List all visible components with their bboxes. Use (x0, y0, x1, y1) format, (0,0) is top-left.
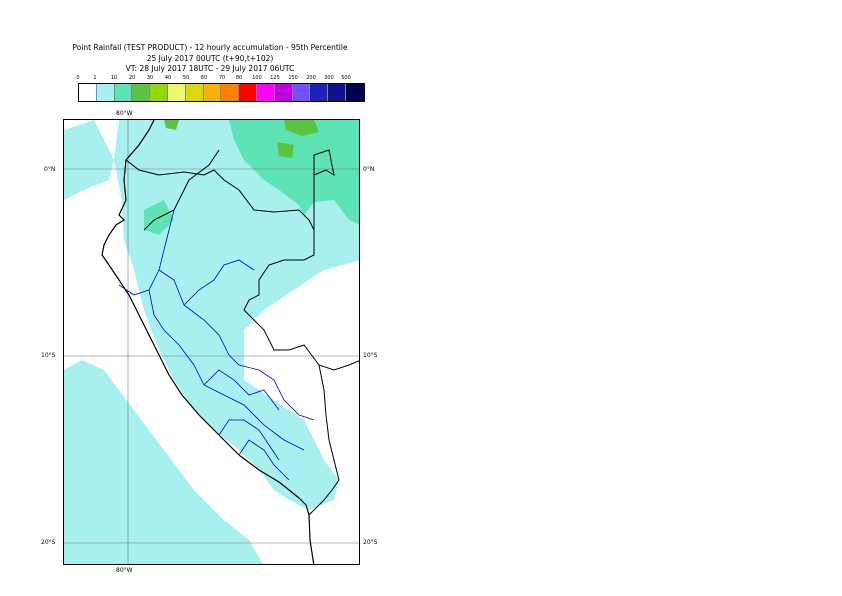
legend-label: 125 (270, 75, 280, 81)
legend-label: 150 (288, 75, 298, 81)
legend-swatch (328, 84, 346, 101)
legend-swatch (185, 84, 204, 101)
legend-swatch (96, 84, 115, 101)
run-time: 25 July 2017 00UTC (t+90,t+102) (146, 54, 274, 63)
legend-swatch (132, 84, 151, 101)
legend-label: 300 (324, 75, 334, 81)
legend-label: 10 (110, 75, 118, 81)
legend-label: 500 (341, 75, 351, 81)
country-border (308, 364, 340, 516)
legend-swatch (221, 84, 240, 101)
region-boundary (238, 439, 290, 481)
lon-label-bottom: 80°W (116, 567, 133, 574)
lat-label-10-right: 10°S (363, 352, 378, 359)
legend-swatch (292, 84, 311, 101)
rain-area-light (114, 120, 359, 510)
lat-label-20-left: 20°S (41, 539, 56, 546)
legend-label: 0 (76, 75, 80, 81)
rain-area-light (64, 120, 114, 200)
legend-label: 40 (164, 75, 172, 81)
legend-swatch (345, 84, 364, 101)
legend-label: 60 (200, 75, 208, 81)
map-title: Point Rainfall (TEST PRODUCT) - 12 hourl… (72, 43, 348, 52)
lat-label-20-right: 20°S (363, 539, 378, 546)
rain-area-mint (229, 120, 359, 225)
legend-label: 20 (128, 75, 136, 81)
legend-swatch (79, 84, 97, 101)
legend-label: 100 (252, 75, 262, 81)
rain-area-green (164, 120, 179, 130)
coastline (101, 120, 315, 564)
legend-swatch (203, 84, 222, 101)
lon-label-top: 80°W (116, 110, 133, 117)
legend-label: 50 (182, 75, 190, 81)
valid-time: VT: 28 July 2017 18UTC - 29 July 2017 06… (125, 64, 295, 73)
region-boundary (183, 259, 255, 306)
legend-label: 80 (235, 75, 243, 81)
legend-swatch (239, 84, 257, 101)
legend-swatch (274, 84, 293, 101)
color-legend (78, 83, 365, 102)
country-border (313, 149, 335, 230)
legend-swatch (150, 84, 168, 101)
rain-area-green (277, 142, 294, 158)
legend-labels: 0 1 10 20 30 40 50 60 70 80 100 125 150 … (69, 75, 359, 83)
rain-area-green (284, 120, 319, 136)
lat-label-0-right: 0°N (363, 166, 375, 173)
legend-swatch (256, 84, 275, 101)
country-border (125, 159, 359, 371)
region-boundary (158, 269, 315, 421)
lat-label-10-left: 10°S (41, 352, 56, 359)
legend-swatch (310, 84, 329, 101)
rain-area-light (64, 360, 263, 564)
legend-swatch (114, 84, 133, 101)
legend-label: 200 (306, 75, 316, 81)
region-boundary (203, 369, 280, 411)
region-boundary (218, 419, 280, 461)
map-canvas (64, 120, 359, 564)
legend-label: 1 (93, 75, 97, 81)
legend-label: 30 (146, 75, 154, 81)
rainfall-map (63, 119, 360, 565)
lat-label-0-left: 0°N (44, 166, 56, 173)
legend-swatch (167, 84, 186, 101)
legend-label: 70 (218, 75, 226, 81)
